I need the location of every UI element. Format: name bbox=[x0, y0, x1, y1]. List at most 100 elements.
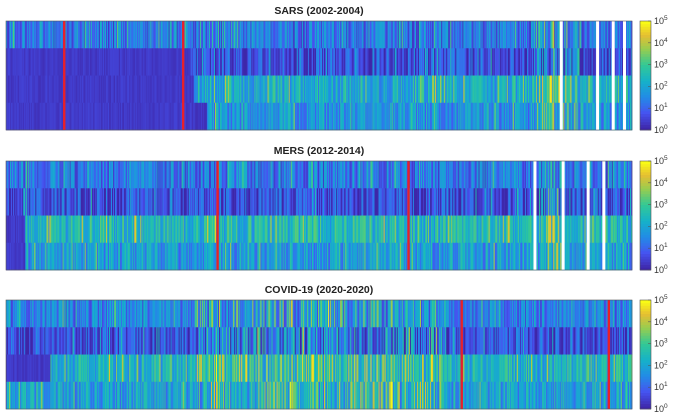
heatmap-cell bbox=[429, 102, 431, 131]
heatmap-cell bbox=[201, 161, 204, 189]
heatmap-cell bbox=[583, 188, 585, 216]
heatmap-cell bbox=[458, 161, 460, 189]
heatmap-cell bbox=[156, 21, 158, 49]
heatmap-cell bbox=[409, 161, 412, 189]
heatmap-cell bbox=[463, 21, 465, 49]
heatmap-cell bbox=[412, 48, 415, 76]
heatmap-cell bbox=[32, 242, 34, 271]
heatmap-cell bbox=[560, 242, 562, 271]
heatmap-cell bbox=[420, 21, 423, 49]
heatmap-cell bbox=[122, 75, 124, 104]
heatmap-cell bbox=[55, 242, 57, 271]
heatmap-cell bbox=[49, 102, 51, 131]
heatmap-cell bbox=[106, 21, 109, 49]
heatmap-cell bbox=[367, 215, 369, 244]
heatmap-cell bbox=[143, 21, 145, 49]
heatmap-cell bbox=[119, 21, 121, 49]
heatmap-cell bbox=[386, 21, 389, 49]
heatmap-cell bbox=[446, 215, 448, 244]
heatmap-cell bbox=[423, 75, 425, 104]
heatmap-cell bbox=[362, 48, 364, 76]
heatmap-cell bbox=[317, 21, 320, 49]
heatmap-cell bbox=[152, 242, 154, 271]
heatmap-cell bbox=[337, 21, 339, 49]
heatmap-cell bbox=[617, 242, 620, 271]
heatmap-cell bbox=[374, 48, 376, 76]
heatmap-cell bbox=[305, 48, 308, 76]
heatmap-cell bbox=[299, 48, 302, 76]
heatmap-cell bbox=[401, 75, 404, 104]
heatmap-cell bbox=[529, 21, 531, 49]
heatmap-cell bbox=[9, 21, 11, 49]
heatmap-cell bbox=[175, 161, 177, 189]
heatmap-cell bbox=[264, 75, 266, 104]
heatmap-cell bbox=[37, 188, 39, 216]
heatmap-cell bbox=[244, 242, 246, 271]
heatmap-cell bbox=[188, 75, 191, 104]
heatmap-cell bbox=[26, 48, 28, 76]
heatmap-cell bbox=[544, 188, 546, 216]
heatmap-cell bbox=[184, 242, 187, 271]
heatmap-cell bbox=[226, 242, 228, 271]
heatmap-cell bbox=[344, 102, 346, 131]
heatmap-cell bbox=[589, 75, 591, 104]
heatmap-cell bbox=[484, 21, 486, 49]
heatmap-cell bbox=[474, 161, 476, 189]
heatmap-cell bbox=[238, 215, 240, 244]
heatmap-cell bbox=[157, 102, 159, 131]
heatmap-cell bbox=[615, 215, 618, 244]
heatmap-cell bbox=[427, 161, 429, 189]
heatmap-cell bbox=[466, 21, 468, 49]
heatmap-cell bbox=[174, 242, 176, 271]
heatmap-cell bbox=[573, 48, 575, 76]
heatmap-cell bbox=[518, 215, 521, 244]
heatmap-cell bbox=[530, 188, 532, 216]
heatmap-cell bbox=[450, 188, 452, 216]
heatmap-cell bbox=[329, 242, 331, 271]
heatmap-cell bbox=[189, 188, 192, 216]
heatmap-cell bbox=[85, 188, 88, 216]
heatmap-cell bbox=[72, 188, 74, 216]
heatmap-cell bbox=[345, 188, 347, 216]
heatmap-cell bbox=[414, 102, 417, 131]
heatmap-cell bbox=[233, 188, 235, 216]
heatmap-cell bbox=[48, 242, 50, 271]
heatmap-cell bbox=[483, 215, 485, 244]
heatmap-cell bbox=[485, 48, 487, 76]
heatmap-cell bbox=[611, 215, 614, 244]
heatmap-cell bbox=[470, 215, 472, 244]
heatmap-cell bbox=[99, 75, 102, 104]
heatmap-cell bbox=[381, 188, 383, 216]
heatmap-cell bbox=[625, 75, 628, 104]
heatmap-cell bbox=[72, 215, 74, 244]
heatmap-cell bbox=[539, 242, 541, 271]
heatmap-cell bbox=[398, 102, 401, 131]
heatmap-cell bbox=[245, 215, 247, 244]
heatmap-cell bbox=[260, 48, 262, 76]
heatmap-cell bbox=[309, 242, 312, 271]
heatmap-cell bbox=[171, 48, 173, 76]
heatmap-cell bbox=[252, 102, 254, 131]
heatmap-cell bbox=[83, 75, 86, 104]
heatmap-cell bbox=[501, 21, 504, 49]
heatmap-cell bbox=[573, 161, 575, 189]
heatmap-cell bbox=[242, 215, 244, 244]
heatmap-cell bbox=[32, 188, 34, 216]
heatmap-cell bbox=[65, 48, 67, 76]
heatmap-cell bbox=[189, 21, 192, 49]
heatmap-cell bbox=[432, 242, 434, 271]
heatmap-cell bbox=[482, 215, 484, 244]
heatmap-cell bbox=[197, 161, 200, 189]
heatmap-cell bbox=[23, 75, 25, 104]
heatmap-cell bbox=[486, 242, 488, 271]
heatmap-cell bbox=[356, 242, 358, 271]
heatmap-cell bbox=[322, 75, 324, 104]
heatmap-cell bbox=[604, 188, 607, 216]
heatmap-cell bbox=[198, 48, 201, 76]
heatmap-cell bbox=[559, 188, 561, 216]
heatmap-cell bbox=[503, 21, 506, 49]
heatmap-cell bbox=[597, 215, 600, 244]
heatmap-cell bbox=[499, 188, 502, 216]
heatmap-cell bbox=[117, 188, 119, 216]
heatmap-cell bbox=[551, 188, 553, 216]
